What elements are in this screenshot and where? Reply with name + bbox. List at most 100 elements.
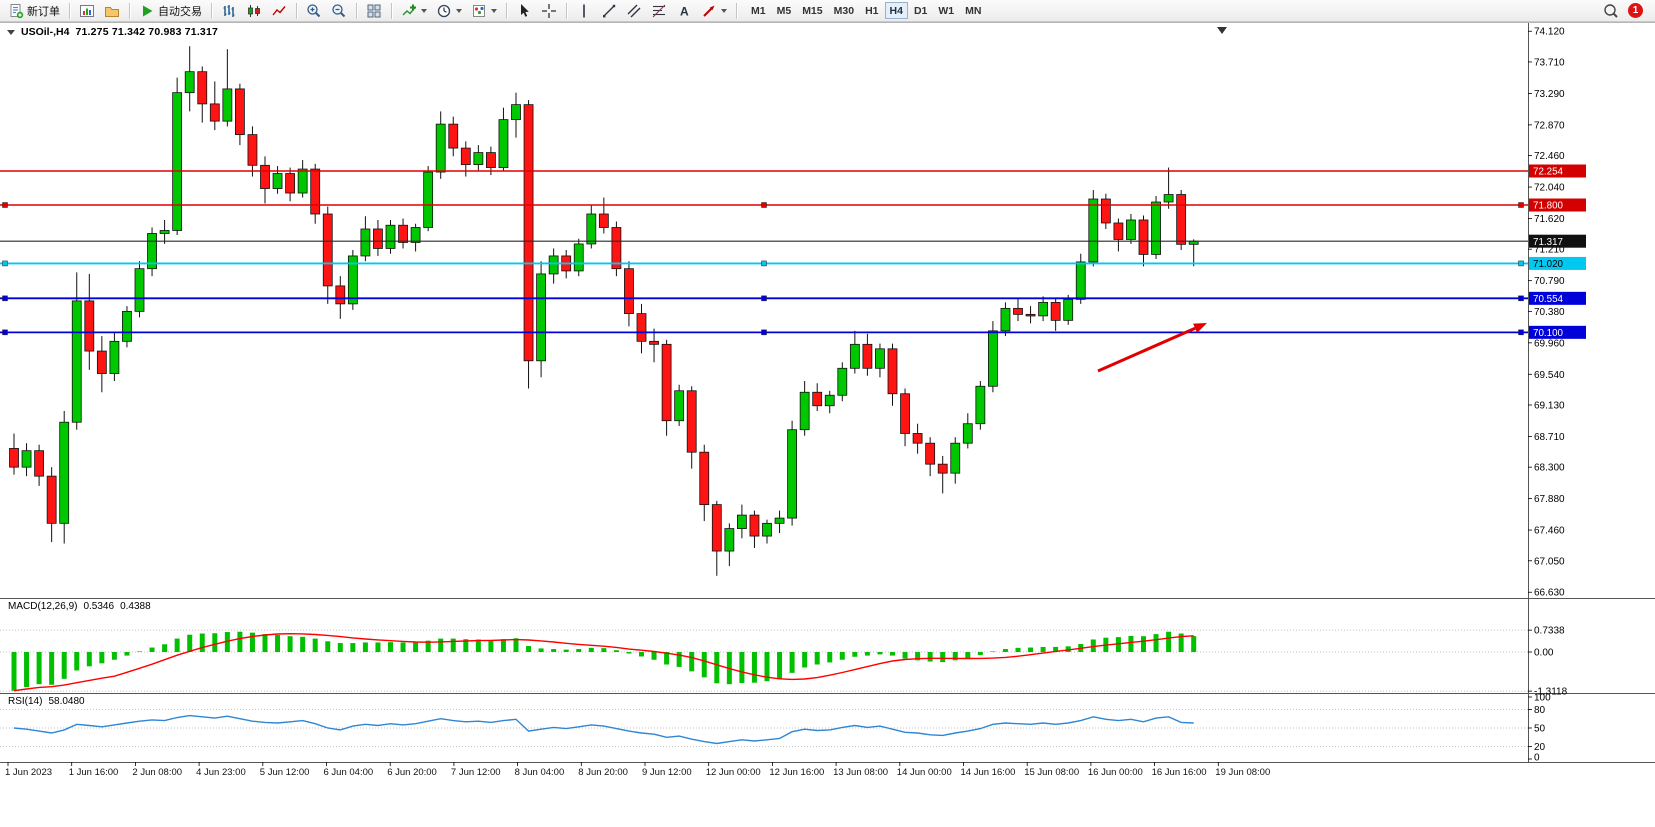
autotrading-button[interactable]: 自动交易: [135, 1, 206, 20]
price-axis-label: 69.960: [1534, 338, 1565, 349]
chart-title: USOil-,H4 71.275 71.342 70.983 71.317: [7, 26, 218, 38]
candle-body: [724, 528, 735, 552]
time-axis-label: 5 Jun 12:00: [260, 767, 310, 778]
vertical-line-button[interactable]: [572, 1, 596, 20]
line-chart-button[interactable]: [267, 1, 291, 20]
price-tag-label: 70.100: [1533, 328, 1564, 339]
trendline-button[interactable]: [597, 1, 621, 20]
timeframe-button-W1[interactable]: W1: [938, 5, 955, 17]
candle-body: [71, 300, 82, 423]
macd-name: MACD(12,26,9): [8, 601, 78, 612]
price-axis-label: 72.040: [1534, 183, 1565, 194]
price-axis-label: 70.380: [1534, 307, 1565, 318]
candle-body: [473, 152, 484, 165]
hline-handle[interactable]: [2, 295, 8, 302]
crosshair-button[interactable]: [537, 1, 561, 20]
profiles-button[interactable]: [100, 1, 124, 20]
new-order-button[interactable]: 新订单: [4, 1, 64, 20]
notification-badge[interactable]: 1: [1628, 3, 1643, 18]
folder-icon: [105, 6, 119, 17]
hline-handle[interactable]: [1518, 260, 1524, 267]
hline-handle[interactable]: [2, 329, 8, 336]
bars-icon: [223, 4, 235, 17]
trend-arrow[interactable]: [1097, 326, 1196, 373]
candle-body: [1050, 301, 1061, 321]
toolbar-separator: [69, 2, 70, 19]
time-axis-label: 16 Jun 00:00: [1088, 767, 1143, 778]
candle-body: [109, 340, 120, 374]
candle-body: [925, 442, 936, 465]
zoom-in-button[interactable]: [302, 1, 326, 20]
tile-windows-button[interactable]: [362, 1, 386, 20]
timeframe-button-M5[interactable]: M5: [776, 5, 792, 17]
toolbar-separator: [566, 2, 567, 19]
candle-body: [937, 463, 948, 474]
candle-body: [511, 104, 521, 121]
hline-handle[interactable]: [2, 202, 8, 208]
hline-handle[interactable]: [761, 295, 767, 302]
channel-button[interactable]: [622, 1, 646, 20]
candle-body: [310, 168, 321, 215]
candle-chart-button[interactable]: [242, 1, 266, 20]
templates-button[interactable]: [467, 1, 501, 20]
candle-body: [448, 123, 459, 149]
time-axis-label: 14 Jun 00:00: [897, 767, 952, 778]
hline-handle[interactable]: [761, 202, 767, 208]
price-tag-label: 71.317: [1533, 237, 1563, 248]
hline-handle[interactable]: [761, 329, 767, 336]
candle-body: [950, 442, 961, 474]
price-axis-label: 72.870: [1534, 120, 1565, 131]
time-axis-label: 2 Jun 08:00: [132, 767, 182, 778]
new-chart-button[interactable]: [75, 1, 99, 20]
timeframe-button-M1[interactable]: M1: [751, 5, 766, 17]
timeframe-button-M15[interactable]: M15: [802, 5, 823, 17]
toolbar-separator: [296, 2, 297, 19]
candle-body: [674, 390, 685, 422]
chevron-down-icon: [421, 8, 427, 13]
trend-arrow-head[interactable]: [1193, 323, 1207, 333]
timeframe-button-M30[interactable]: M30: [833, 5, 855, 17]
candle-body: [774, 517, 785, 524]
timeframe-button-H4[interactable]: H4: [884, 2, 908, 19]
timeframe-button-MN[interactable]: MN: [965, 5, 982, 17]
hline-handle[interactable]: [1518, 202, 1524, 208]
candle-body: [862, 343, 873, 369]
timeframe-button-D1[interactable]: D1: [913, 5, 928, 17]
rsi-name: RSI(14): [8, 696, 43, 707]
timeframe-toolbar: M1 M5 M15 M30 H1 H4 D1 W1 MN: [746, 2, 986, 19]
candle-body: [260, 164, 270, 189]
price-axis-label: 69.540: [1534, 370, 1565, 381]
hline-handle[interactable]: [761, 260, 767, 267]
search-button[interactable]: [1599, 1, 1623, 20]
rsi-axis-label: 80: [1534, 705, 1546, 716]
candle-body: [1038, 301, 1048, 317]
macd-axis-label: 0.7338: [1534, 626, 1565, 637]
time-axis-label: 8 Jun 04:00: [515, 767, 565, 778]
chart-shift-marker[interactable]: [1217, 27, 1227, 34]
zoom-out-button[interactable]: [327, 1, 351, 20]
indicators-button[interactable]: [397, 1, 431, 20]
bar-chart-button[interactable]: [217, 1, 241, 20]
candle-body: [21, 450, 32, 468]
rsi-axis-label: 0: [1534, 753, 1540, 764]
fibo-icon: [652, 4, 666, 17]
candle-body: [1163, 194, 1174, 203]
hline-handle[interactable]: [2, 260, 8, 267]
periods-button[interactable]: [432, 1, 466, 20]
candle-body: [1063, 298, 1074, 321]
one-click-trading-collapse-icon[interactable]: [7, 29, 15, 35]
rsi-axis-label: 20: [1534, 742, 1546, 753]
fibonacci-button[interactable]: [647, 1, 671, 20]
candle-body: [322, 213, 333, 287]
candle-body: [1025, 313, 1036, 317]
time-axis-label: 15 Jun 08:00: [1024, 767, 1079, 778]
arrows-button[interactable]: [697, 1, 731, 20]
hline-handle[interactable]: [1518, 295, 1524, 302]
time-axis-label: 12 Jun 00:00: [706, 767, 761, 778]
hline-handle[interactable]: [1518, 329, 1524, 336]
candles-icon: [248, 4, 260, 17]
cursor-button[interactable]: [512, 1, 536, 20]
text-button[interactable]: A: [672, 1, 696, 20]
timeframe-button-H1[interactable]: H1: [865, 5, 879, 17]
